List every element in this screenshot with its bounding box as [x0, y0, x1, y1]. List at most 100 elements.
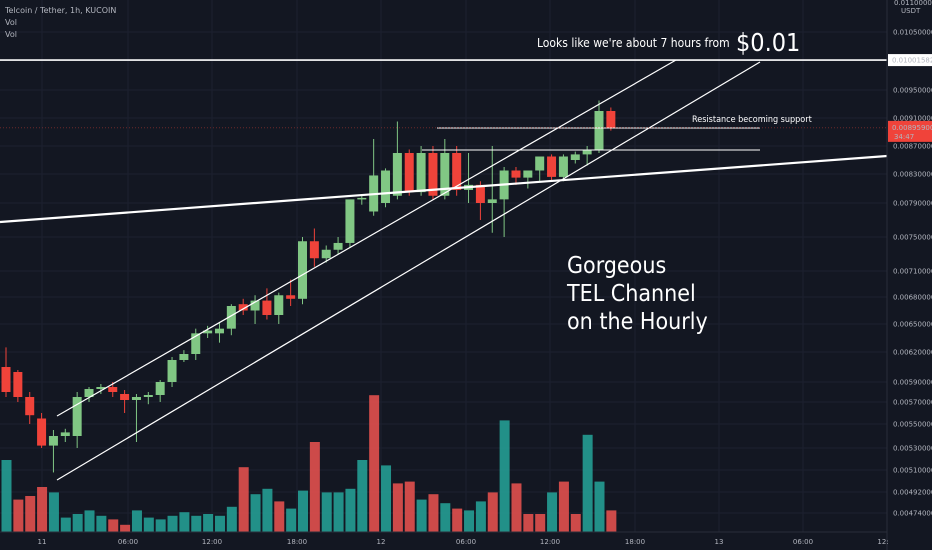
- candle: [286, 279, 296, 306]
- candle-body: [37, 418, 47, 446]
- support-trendline: [0, 154, 888, 224]
- volume-bar: [570, 514, 581, 532]
- candle-body: [440, 153, 450, 196]
- volume-bar: [167, 515, 178, 532]
- price-tick-label: 0.00474000: [893, 510, 932, 518]
- candle: [250, 295, 260, 324]
- volume-bar: [179, 512, 190, 532]
- candle: [511, 167, 521, 185]
- candle-body: [582, 149, 592, 155]
- volume-bar: [345, 488, 356, 532]
- candle: [143, 392, 153, 405]
- channel-upper-line: [56, 59, 677, 417]
- volume-bar: [558, 481, 569, 532]
- candle-body: [558, 156, 568, 177]
- candle-body: [274, 295, 284, 315]
- time-tick-label: 12: [377, 538, 386, 546]
- price-tick-label: 0.00620000: [893, 349, 932, 357]
- time-axis: 11 06:00 12:00 18:00 12 06:00 12:00 18:00 13 06:0…: [0, 531, 889, 546]
- candle-body: [191, 333, 201, 354]
- volume-bar: [37, 487, 48, 532]
- candle-body: [309, 241, 319, 259]
- price-tick-label: 0.00550000: [893, 421, 932, 429]
- volume-bar: [48, 492, 59, 532]
- volume-bar: [214, 515, 225, 532]
- candle-body: [523, 170, 533, 178]
- trend-lines: [0, 59, 888, 481]
- candle: [226, 304, 236, 336]
- candle-body: [84, 389, 94, 397]
- candle: [392, 121, 402, 200]
- volume-bar: [594, 481, 605, 532]
- candle: [547, 154, 557, 182]
- candle: [475, 181, 485, 220]
- price-axis-top-label: 0.01100000: [894, 0, 932, 7]
- candle: [191, 328, 201, 360]
- candle-body: [298, 241, 307, 299]
- candle: [238, 298, 248, 315]
- countdown-label: 34:47: [894, 133, 914, 141]
- volume-bar: [452, 508, 463, 532]
- candle: [298, 237, 307, 305]
- price-tick-label: 0.00710000: [893, 268, 932, 276]
- candle: [203, 325, 213, 338]
- time-tick-label: 18:00: [287, 538, 307, 546]
- volume-bar: [440, 503, 451, 532]
- volume-bar: [25, 496, 36, 532]
- volume-bar: [606, 510, 617, 532]
- candle-body: [1, 367, 11, 392]
- volume-bar: [357, 460, 368, 532]
- volume-bar: [131, 510, 142, 532]
- candle: [214, 322, 224, 343]
- volume-bar: [392, 483, 403, 532]
- resistance-annotation: Resistance becoming support: [692, 115, 812, 125]
- volume-bar: [96, 515, 107, 532]
- price-tick-label: 0.00650000: [893, 321, 932, 329]
- candle-body: [606, 111, 616, 128]
- candle-body: [535, 156, 545, 171]
- volume-bar: [582, 434, 593, 532]
- volume-bar: [286, 508, 297, 532]
- candle: [381, 168, 391, 208]
- candle: [416, 146, 426, 196]
- volume-bar: [404, 481, 415, 532]
- grid: [0, 0, 888, 532]
- candle-body: [262, 300, 272, 315]
- candle: [96, 384, 106, 394]
- volume-bar: [108, 519, 119, 532]
- candle-body: [143, 395, 153, 397]
- volume-bar: [428, 494, 439, 532]
- candle-body: [238, 304, 248, 311]
- volume-bar: [369, 395, 380, 532]
- candle: [570, 151, 580, 164]
- candle: [84, 387, 94, 402]
- time-tick-label: 06:00: [118, 538, 138, 546]
- volume-bar: [475, 501, 486, 532]
- candle-body: [333, 242, 343, 250]
- price-axis-bg: [887, 0, 932, 550]
- candle-body: [214, 328, 224, 334]
- candle-body: [155, 382, 165, 395]
- time-tick-label: 13: [715, 538, 724, 546]
- price-tick-label: 0.00680000: [893, 294, 932, 302]
- candle: [582, 146, 592, 166]
- candle: [72, 392, 82, 448]
- channel-annotation-line-1: Gorgeous: [567, 253, 667, 279]
- price-tick-label: 0.00492000: [893, 489, 932, 497]
- price-axis: 0.01100000USDT 0.01050000 0.00950000 0.0091…: [886, 0, 932, 550]
- volume-bar: [499, 420, 510, 532]
- volume-bar: [381, 465, 392, 532]
- candle: [60, 428, 70, 442]
- volume-bar: [309, 442, 320, 532]
- target-annotation: Looks like we're about 7 hours from: [537, 36, 730, 50]
- candle-body: [203, 330, 213, 334]
- candle-body: [511, 170, 521, 178]
- candle: [167, 357, 177, 387]
- volume-bar: [487, 492, 498, 532]
- candle: [345, 199, 355, 248]
- symbol-title: Telcoin / Tether, 1h, KUCOIN: [5, 6, 117, 15]
- vol-label: Vol: [5, 18, 17, 27]
- candle: [179, 350, 189, 362]
- candle-body: [547, 156, 557, 177]
